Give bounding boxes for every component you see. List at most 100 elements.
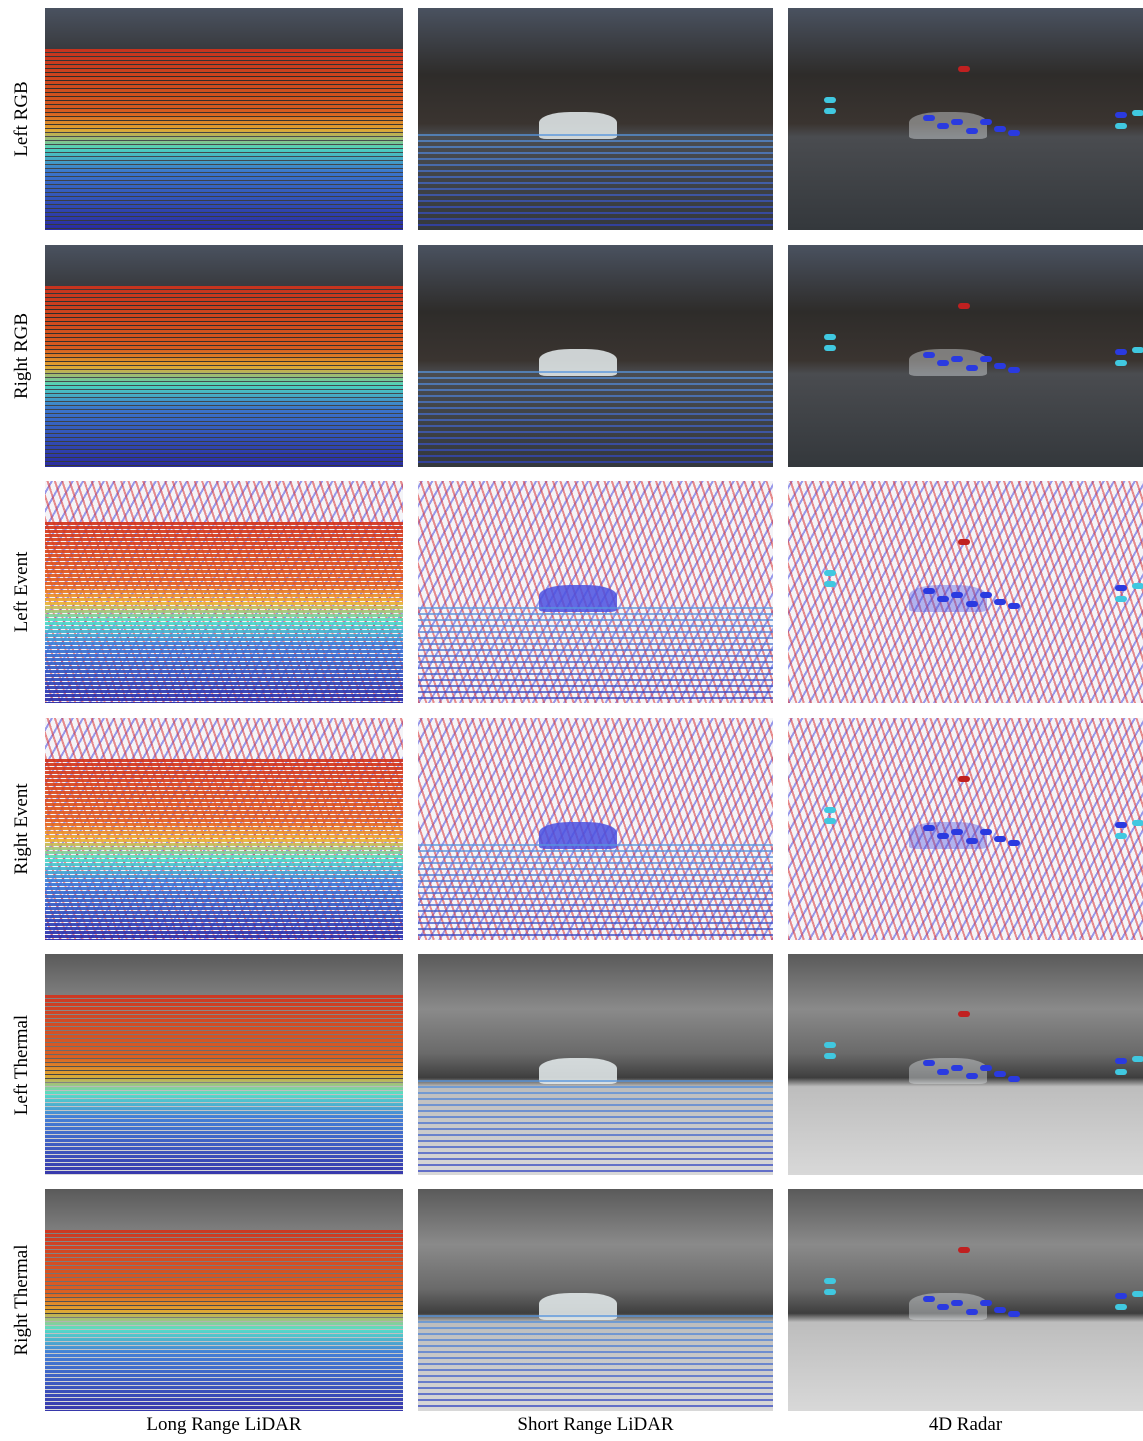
radar-point	[1115, 822, 1127, 828]
figure: Left RGBRight RGBLeft EventRight EventLe…	[0, 0, 1143, 1441]
radar-point	[1008, 840, 1020, 846]
radar-point	[951, 829, 963, 835]
radar-point	[937, 596, 949, 602]
lidar-overlay	[418, 1311, 773, 1411]
radar-point	[951, 1065, 963, 1071]
radar-point	[958, 303, 970, 309]
sensor-image	[788, 8, 1143, 230]
radar-point	[1132, 347, 1143, 353]
radar-point	[1115, 596, 1127, 602]
lidar-overlay	[45, 1229, 403, 1411]
radar-point	[1008, 603, 1020, 609]
sensor-image	[788, 718, 1143, 940]
lidar-overlay	[45, 48, 403, 230]
radar-point	[1115, 360, 1127, 366]
radar-point	[824, 570, 836, 576]
radar-point	[958, 539, 970, 545]
radar-point	[824, 345, 836, 351]
radar-point	[923, 115, 935, 121]
lidar-overlay	[45, 285, 403, 467]
radar-point	[966, 838, 978, 844]
radar-point	[966, 1073, 978, 1079]
radar-point	[1115, 1069, 1127, 1075]
radar-point	[980, 829, 992, 835]
radar-point	[923, 1296, 935, 1302]
radar-point	[994, 599, 1006, 605]
radar-point	[824, 581, 836, 587]
sensor-image	[418, 1189, 773, 1411]
radar-point	[1115, 123, 1127, 129]
radar-point	[1115, 833, 1127, 839]
radar-point	[937, 833, 949, 839]
sensor-image	[45, 245, 403, 467]
radar-point	[958, 1011, 970, 1017]
sensor-image	[418, 718, 773, 940]
radar-point	[994, 1071, 1006, 1077]
radar-point	[958, 1247, 970, 1253]
radar-point	[1115, 112, 1127, 118]
radar-point	[824, 1053, 836, 1059]
radar-point	[951, 592, 963, 598]
row-label-text: Right Event	[11, 783, 33, 874]
radar-point	[1008, 1311, 1020, 1317]
radar-point	[923, 1060, 935, 1066]
radar-point	[1008, 367, 1020, 373]
radar-point	[994, 1307, 1006, 1313]
radar-point	[824, 108, 836, 114]
row-label-text: Right RGB	[11, 313, 33, 399]
sensor-image	[45, 718, 403, 940]
lidar-overlay	[418, 367, 773, 467]
sensor-image	[788, 481, 1143, 703]
radar-point	[951, 119, 963, 125]
radar-point	[966, 1309, 978, 1315]
column-label: 4D Radar	[788, 1414, 1143, 1436]
radar-point	[1115, 585, 1127, 591]
radar-point	[1115, 1304, 1127, 1310]
radar-point	[824, 1289, 836, 1295]
lidar-overlay	[45, 758, 403, 940]
radar-point	[824, 818, 836, 824]
radar-point	[1132, 110, 1143, 116]
radar-point	[980, 119, 992, 125]
sensor-image	[788, 954, 1143, 1175]
radar-point	[958, 66, 970, 72]
row-label-text: Left Event	[11, 552, 33, 633]
column-label: Long Range LiDAR	[45, 1414, 403, 1436]
lidar-overlay	[418, 1076, 773, 1175]
radar-point	[923, 825, 935, 831]
radar-point	[980, 592, 992, 598]
radar-point	[824, 807, 836, 813]
radar-point	[824, 334, 836, 340]
radar-point	[1115, 349, 1127, 355]
sensor-image	[788, 1189, 1143, 1411]
radar-point	[1132, 583, 1143, 589]
radar-point	[824, 97, 836, 103]
radar-point	[824, 1042, 836, 1048]
lidar-overlay	[45, 994, 403, 1175]
sensor-image	[45, 8, 403, 230]
radar-point	[980, 1065, 992, 1071]
radar-point	[923, 588, 935, 594]
radar-point	[1132, 1056, 1143, 1062]
radar-point	[980, 356, 992, 362]
sensor-image	[418, 954, 773, 1175]
radar-point	[1008, 130, 1020, 136]
radar-point	[1115, 1293, 1127, 1299]
radar-point	[994, 363, 1006, 369]
radar-point	[951, 1300, 963, 1306]
sensor-image	[45, 1189, 403, 1411]
radar-point	[923, 352, 935, 358]
lidar-overlay	[418, 130, 773, 230]
lidar-overlay	[45, 521, 403, 703]
sensor-image	[418, 8, 773, 230]
column-label: Short Range LiDAR	[418, 1414, 773, 1436]
lidar-overlay	[418, 840, 773, 940]
row-label-text: Right Thermal	[11, 1245, 33, 1356]
sensor-image	[45, 954, 403, 1175]
radar-point	[937, 1304, 949, 1310]
radar-point	[966, 365, 978, 371]
radar-point	[966, 128, 978, 134]
radar-point	[951, 356, 963, 362]
row-label-text: Left RGB	[11, 81, 33, 156]
radar-point	[958, 776, 970, 782]
